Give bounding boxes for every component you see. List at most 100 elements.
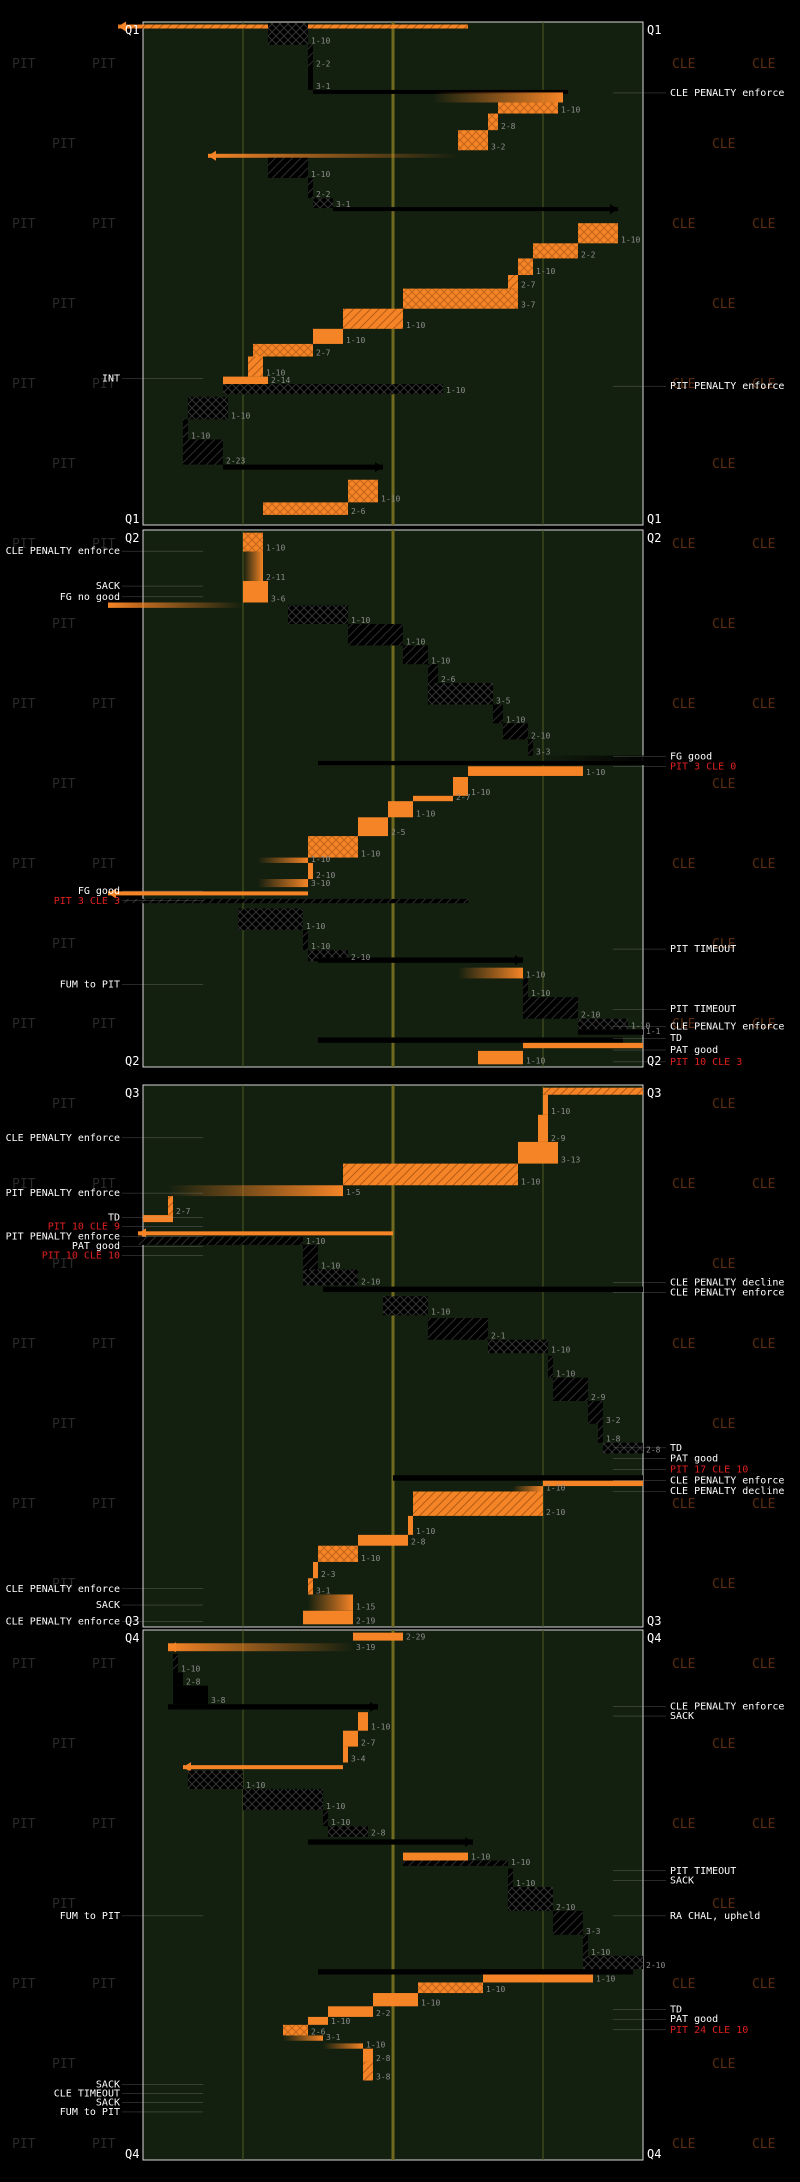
play-bar xyxy=(308,2016,328,2025)
down-label: 1-10 xyxy=(306,1237,325,1246)
team-watermark-left: PIT xyxy=(92,377,116,392)
play-note-left: FUM to PIT xyxy=(60,1911,120,1922)
down-label: 3-8 xyxy=(211,1696,226,1705)
down-label: 2-9 xyxy=(551,1134,566,1143)
team-watermark-right: CLE xyxy=(672,857,695,872)
play-arrow xyxy=(515,955,523,966)
down-label: 1-10 xyxy=(631,1021,650,1030)
team-watermark-right: CLE xyxy=(752,1817,775,1832)
team-watermark-right: CLE xyxy=(712,1737,735,1752)
team-watermark-right: CLE xyxy=(752,1177,775,1192)
team-watermark-right: CLE xyxy=(672,1177,695,1192)
down-label: 1-10 xyxy=(361,1554,380,1563)
play-bar xyxy=(243,581,268,603)
play-bar xyxy=(433,92,563,103)
down-label: 1-10 xyxy=(406,321,425,330)
down-label: 3-1 xyxy=(316,82,331,91)
team-watermark-left: PIT xyxy=(92,57,116,72)
team-watermark-right: CLE xyxy=(672,57,695,72)
play-bar xyxy=(528,739,533,756)
play-arrow xyxy=(465,1837,473,1847)
play-bar xyxy=(173,1672,183,1686)
play-note-left: SACK xyxy=(96,2097,120,2108)
down-label: 2-10 xyxy=(361,1278,380,1287)
play-note-right: PIT TIMEOUT xyxy=(670,1004,736,1015)
play-bar xyxy=(543,1480,643,1487)
team-watermark-right: CLE xyxy=(712,937,735,952)
down-label: 1-10 xyxy=(506,715,525,724)
play-note-right: CLE PENALTY enforce xyxy=(670,88,784,99)
down-label: 1-15 xyxy=(356,1603,375,1612)
down-label: 1-10 xyxy=(431,656,450,665)
play-bar xyxy=(358,1534,408,1546)
team-watermark-right: CLE xyxy=(672,697,695,712)
play-bar xyxy=(428,664,438,684)
play-bar xyxy=(388,801,413,818)
down-label: 2-6 xyxy=(441,675,456,684)
down-label: 3-1 xyxy=(326,2033,341,2042)
quarter-label: Q1 xyxy=(125,512,139,526)
down-label: 3-8 xyxy=(376,2073,391,2082)
play-bar xyxy=(403,1860,508,1866)
down-label: 1-10 xyxy=(266,369,285,378)
play-bar xyxy=(303,1610,353,1625)
down-label: 3-1 xyxy=(316,1586,331,1595)
play-bar xyxy=(428,1318,488,1340)
quarter-label: Q2 xyxy=(125,1054,139,1068)
team-watermark-left: PIT xyxy=(92,1337,116,1352)
quarter-label: Q4 xyxy=(647,2147,661,2161)
down-label: 2-8 xyxy=(646,1446,661,1455)
down-label: 2-7 xyxy=(361,1739,376,1748)
team-watermark-left: PIT xyxy=(52,1417,76,1432)
down-label: 3-2 xyxy=(491,142,506,151)
play-bar xyxy=(283,2024,308,2036)
play-bar xyxy=(358,817,388,837)
play-bar xyxy=(308,177,313,199)
play-bar xyxy=(408,1515,413,1535)
team-watermark-left: PIT xyxy=(12,1497,36,1512)
team-watermark-left: PIT xyxy=(12,217,36,232)
play-bar xyxy=(468,766,583,776)
team-watermark-right: CLE xyxy=(672,2137,695,2152)
play-bar xyxy=(323,1810,328,1827)
play-bar xyxy=(538,1114,548,1142)
play-bar xyxy=(343,308,403,329)
down-label: 2-8 xyxy=(371,1829,386,1838)
team-watermark-left: PIT xyxy=(12,1657,36,1672)
play-bar xyxy=(308,836,358,858)
down-label: 1-10 xyxy=(266,543,285,552)
play-note-right: PIT TIMEOUT xyxy=(670,944,736,955)
down-label: 1-10 xyxy=(486,1985,505,1994)
play-bar xyxy=(288,605,348,624)
play-arrow xyxy=(610,204,618,215)
team-watermark-left: PIT xyxy=(12,1977,36,1992)
down-label: 1-10 xyxy=(516,1879,535,1888)
play-bar xyxy=(458,130,488,151)
play-bar xyxy=(143,1215,173,1223)
play-bar xyxy=(488,1339,548,1354)
team-watermark-right: CLE xyxy=(752,1977,775,1992)
play-bar xyxy=(498,102,558,114)
down-label: 1-10 xyxy=(536,267,555,276)
play-bar xyxy=(308,44,313,68)
play-note-right: PIT 17 CLE 10 xyxy=(670,1465,748,1476)
play-bar xyxy=(108,602,243,608)
play-note-right: PAT good xyxy=(670,1454,718,1465)
team-watermark-right: CLE xyxy=(712,1577,735,1592)
team-watermark-left: PIT xyxy=(52,1897,76,1912)
down-label: 2-7 xyxy=(521,281,536,290)
team-watermark-right: CLE xyxy=(712,297,735,312)
play-bar xyxy=(138,1236,303,1245)
down-label: 3-3 xyxy=(586,1927,601,1936)
down-label: 1-10 xyxy=(556,1370,575,1379)
team-watermark-left: PIT xyxy=(52,457,76,472)
down-label: 1-10 xyxy=(551,1107,570,1116)
play-bar xyxy=(508,1868,513,1888)
down-label: 1-10 xyxy=(311,855,330,864)
play-bar xyxy=(318,1969,633,1975)
play-note-left: FUM to PIT xyxy=(60,980,120,991)
down-label: 2-2 xyxy=(316,190,331,199)
team-watermark-left: PIT xyxy=(12,57,36,72)
play-bar xyxy=(403,1852,468,1861)
